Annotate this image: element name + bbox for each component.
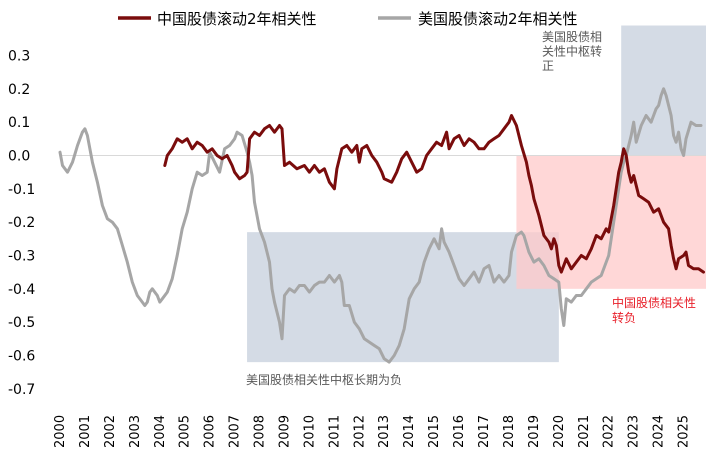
y-tick-label: 0.1 [8, 115, 30, 131]
y-tick-label: -0.4 [8, 282, 35, 298]
x-tick-label: 2005 [178, 415, 193, 448]
annotation-line: 正 [542, 59, 554, 73]
series-line [58, 87, 703, 364]
y-tick-label: -0.1 [8, 182, 35, 198]
x-tick-label: 2000 [53, 415, 68, 448]
x-tick-label: 2014 [402, 415, 417, 448]
x-tick-label: 2001 [78, 415, 93, 448]
x-tick-label: 2012 [352, 415, 367, 448]
annotation-line: 美国股债相关性中枢长期为负 [246, 372, 402, 387]
x-tick-label: 2011 [327, 415, 342, 448]
annotation: 中国股债相关性转负 [612, 295, 696, 325]
annotation-line: 美国股债相 [542, 30, 602, 44]
x-tick-label: 2002 [103, 415, 118, 448]
x-tick-label: 2019 [527, 415, 542, 448]
x-tick-label: 2007 [228, 415, 243, 448]
x-tick-label: 2008 [253, 415, 268, 448]
x-tick-label: 2013 [377, 415, 392, 448]
y-tick-label: -0.7 [8, 382, 35, 398]
x-axis-ticks: 2000 2001 2002 2003 2004 2005 2006 2007 2008 2009… [53, 415, 692, 448]
x-tick-label: 2024 [652, 415, 667, 448]
x-tick-label: 2018 [502, 415, 517, 448]
x-tick-label: 2025 [677, 415, 692, 448]
x-tick-label: 2017 [477, 415, 492, 448]
series-lines [58, 87, 705, 364]
x-tick-label: 2004 [153, 415, 168, 448]
y-tick-label: -0.5 [8, 315, 35, 331]
annotation-line: 关性中枢转 [542, 44, 602, 59]
x-tick-label: 2023 [627, 415, 642, 448]
legend-label: 中国股债滚动2年相关性 [157, 10, 317, 28]
x-tick-label: 2015 [427, 415, 442, 448]
x-tick-label: 2009 [277, 415, 292, 448]
y-tick-label: 0.2 [8, 82, 30, 98]
legend: 中国股债滚动2年相关性 美国股债滚动2年相关性 [118, 10, 578, 28]
y-tick-label: -0.6 [8, 348, 35, 364]
x-tick-label: 2016 [452, 415, 467, 448]
annotation-line: 转负 [612, 310, 636, 325]
y-tick-label: -0.3 [8, 248, 35, 264]
annotation: 美国股债相关性中枢长期为负 [246, 372, 402, 387]
x-tick-label: 2020 [552, 415, 567, 448]
x-tick-label: 2003 [128, 415, 143, 448]
x-tick-label: 2006 [203, 415, 218, 448]
x-tick-label: 2022 [602, 415, 617, 448]
annotation: 美国股债相关性中枢转正 [542, 30, 602, 73]
legend-label: 美国股债滚动2年相关性 [418, 10, 578, 28]
y-tick-label: -0.2 [8, 215, 35, 231]
shaded-region [247, 232, 559, 363]
y-tick-label: 0.0 [8, 148, 30, 164]
series-line [163, 114, 705, 274]
annotation-line: 中国股债相关性 [612, 295, 696, 310]
x-tick-label: 2010 [302, 415, 317, 448]
y-axis-ticks: 0.3 0.2 0.1 0.0 -0.1 -0.2 -0.3 -0.4 -0.5 -0.6 -0.7 [8, 49, 35, 398]
y-tick-label: 0.3 [8, 49, 30, 65]
x-tick-label: 2021 [577, 415, 592, 448]
